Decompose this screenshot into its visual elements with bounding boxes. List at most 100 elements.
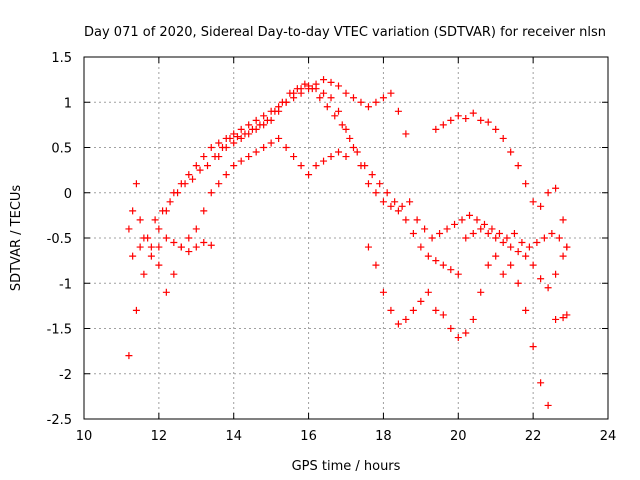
data-point: [196, 166, 204, 174]
data-point: [432, 125, 440, 133]
data-point: [230, 139, 238, 147]
data-point: [349, 94, 357, 102]
data-point: [469, 229, 477, 237]
data-point: [140, 270, 148, 278]
data-point: [338, 121, 346, 129]
data-point: [394, 107, 402, 115]
data-point: [488, 225, 496, 233]
data-point: [132, 180, 140, 188]
data-point: [189, 175, 197, 183]
data-point: [327, 94, 335, 102]
data-point: [447, 325, 455, 332]
data-point: [552, 184, 560, 192]
data-point: [207, 189, 215, 197]
data-point: [387, 306, 395, 314]
series-track-5: [432, 109, 571, 251]
y-tick-label: -2.5: [47, 413, 72, 428]
data-point: [391, 198, 399, 206]
data-point: [499, 134, 507, 142]
x-tick-label: 14: [225, 429, 242, 444]
data-point: [260, 121, 268, 129]
data-point: [503, 234, 511, 242]
data-point: [421, 225, 429, 233]
data-point: [477, 225, 485, 233]
data-point: [297, 162, 305, 170]
y-tick-label: -1: [59, 277, 72, 292]
data-point: [125, 352, 133, 360]
data-point: [372, 98, 380, 106]
data-point: [125, 225, 133, 233]
data-point: [544, 284, 552, 292]
y-tick-label: -0.5: [47, 232, 72, 247]
x-tick-label: 12: [151, 429, 168, 444]
data-point: [215, 153, 223, 161]
data-point: [432, 257, 440, 265]
y-tick-label: 0: [64, 187, 72, 202]
data-point: [406, 198, 414, 206]
data-point: [424, 288, 432, 296]
data-point: [162, 234, 170, 242]
data-point: [544, 401, 552, 409]
data-point: [166, 198, 174, 206]
data-point: [342, 125, 350, 133]
data-point: [237, 125, 245, 133]
data-point: [552, 315, 560, 323]
data-point: [335, 107, 343, 115]
data-point: [301, 80, 309, 88]
data-point: [129, 252, 137, 260]
data-point: [537, 202, 545, 210]
data-point: [417, 243, 425, 251]
data-point: [192, 162, 200, 170]
data-point: [215, 180, 223, 188]
series-track-2: [129, 80, 571, 260]
data-point: [200, 207, 208, 215]
data-point: [290, 89, 298, 97]
data-point: [563, 243, 571, 251]
data-point: [136, 216, 144, 224]
y-tick-label: 1: [64, 96, 72, 111]
data-point: [335, 148, 343, 156]
data-point: [439, 121, 447, 129]
data-point: [484, 229, 492, 237]
data-point: [522, 306, 530, 314]
series-track-4: [155, 82, 567, 292]
y-tick-label: 0.5: [51, 142, 72, 157]
data-point: [230, 162, 238, 170]
data-point: [552, 270, 560, 278]
data-point: [394, 207, 402, 215]
data-point: [222, 144, 230, 151]
data-point: [379, 288, 387, 296]
data-point: [316, 94, 324, 102]
data-point: [537, 275, 545, 283]
grid-lines: [84, 57, 608, 419]
data-point: [499, 239, 507, 247]
data-point: [458, 216, 466, 224]
data-point: [495, 229, 503, 237]
data-point: [394, 320, 402, 328]
data-point: [170, 239, 178, 247]
data-point: [436, 229, 444, 237]
data-point: [540, 234, 548, 242]
data-point: [237, 157, 245, 165]
data-point: [451, 220, 459, 228]
data-point: [192, 243, 200, 251]
data-point: [144, 234, 152, 242]
data-point: [226, 134, 234, 142]
x-tick-label: 16: [300, 429, 317, 444]
data-point: [192, 225, 200, 233]
data-point: [335, 82, 343, 90]
data-point: [548, 229, 556, 237]
data-point: [237, 134, 245, 142]
data-point: [529, 343, 537, 351]
data-point: [379, 94, 387, 102]
data-point: [320, 157, 328, 165]
data-point: [555, 234, 563, 242]
data-point: [320, 89, 328, 97]
data-point: [469, 315, 477, 323]
data-point: [297, 85, 305, 93]
data-point: [181, 180, 189, 188]
data-point: [514, 162, 522, 170]
x-tick-label: 10: [76, 429, 93, 444]
data-point: [147, 252, 155, 260]
data-point: [379, 198, 387, 206]
